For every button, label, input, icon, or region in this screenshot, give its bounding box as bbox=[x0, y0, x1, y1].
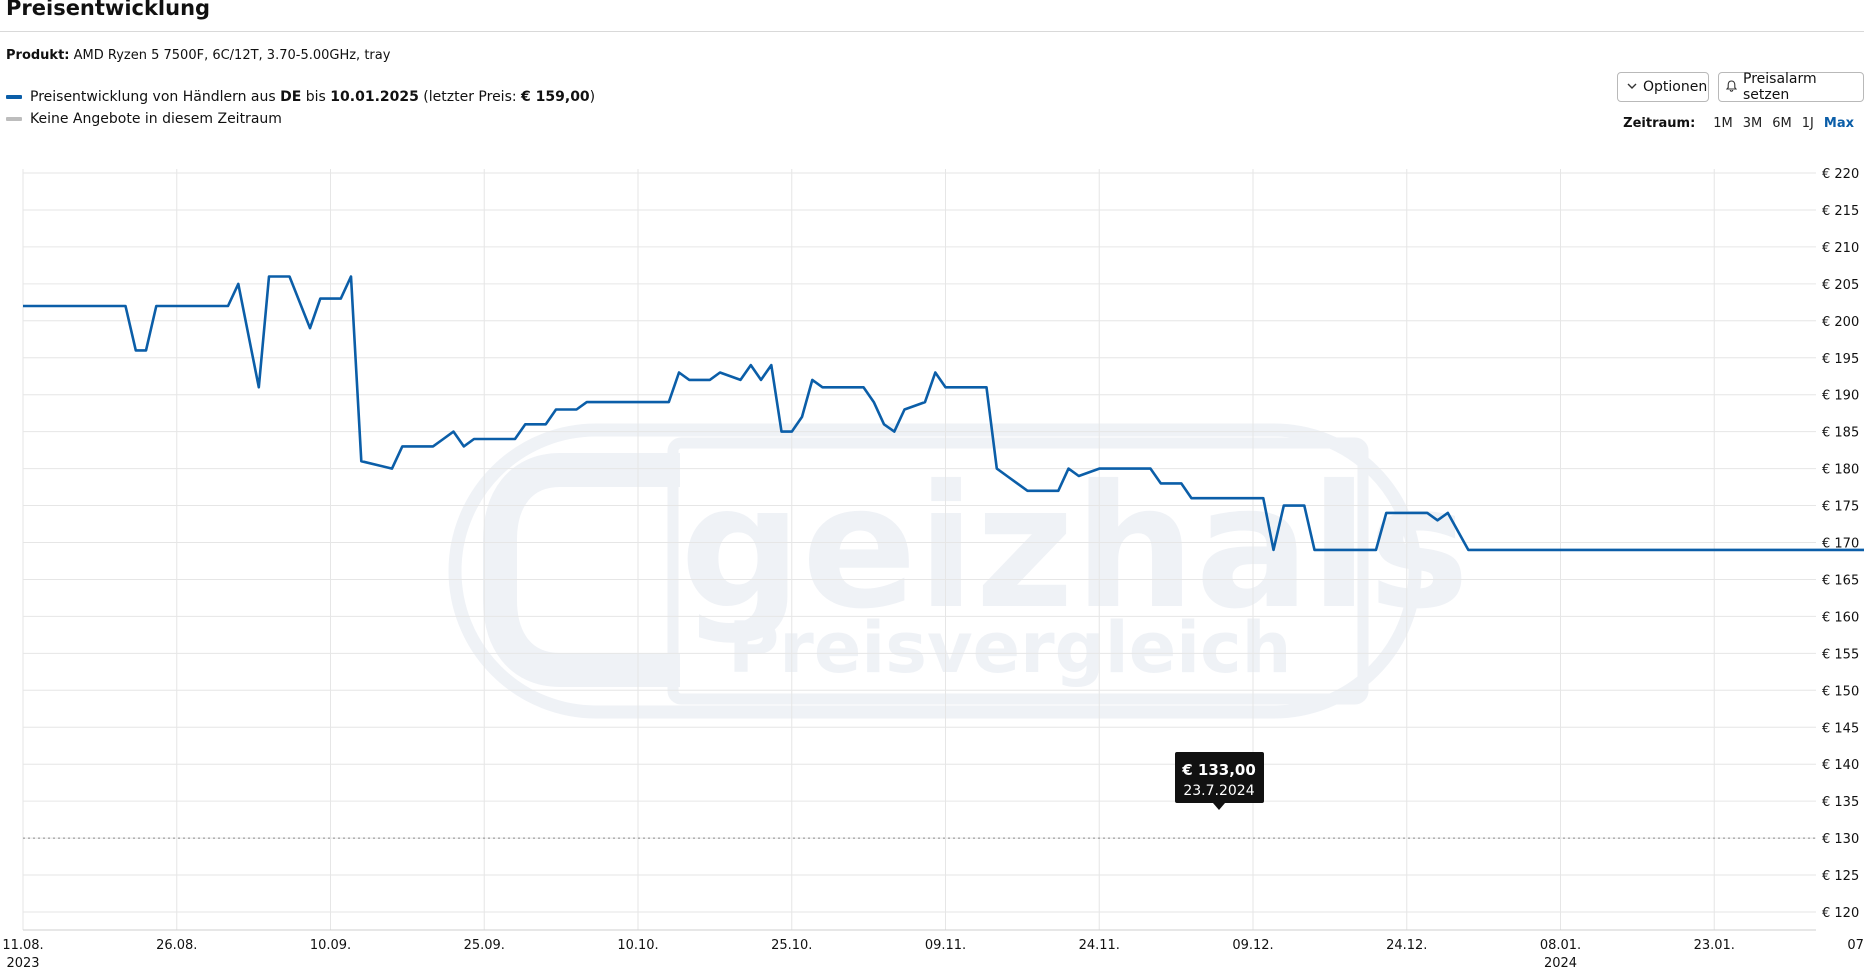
y-tick-label: € 130 bbox=[1822, 832, 1859, 847]
y-tick-label: € 135 bbox=[1822, 795, 1859, 810]
x-year-label: 2023 bbox=[6, 956, 39, 971]
watermark-brand: geizhals bbox=[680, 449, 1469, 647]
y-tick-label: € 120 bbox=[1822, 906, 1859, 921]
x-axis: 11.08. 26.08. 10.09. 25.09. 10.10. 25.10. 09.1… bbox=[2, 938, 1864, 971]
product-label: Produkt: bbox=[6, 48, 70, 63]
y-tick-label: € 205 bbox=[1822, 278, 1859, 293]
x-tick-label: 26.08. bbox=[156, 938, 197, 953]
y-tick-label: € 210 bbox=[1822, 241, 1859, 256]
price-tooltip: € 133,00 23.7.2024 bbox=[1175, 752, 1264, 810]
time-range-label: Zeitraum: bbox=[1623, 116, 1696, 131]
y-tick-label: € 185 bbox=[1822, 426, 1859, 441]
y-tick-label: € 175 bbox=[1822, 500, 1859, 515]
y-tick-label: € 200 bbox=[1822, 315, 1859, 330]
y-tick-label: € 180 bbox=[1822, 463, 1859, 478]
y-axis: € 220 € 215 € 210 € 205 € 200 € 195 € 190 € 185… bbox=[1822, 167, 1859, 921]
price-series-line bbox=[23, 275, 1864, 552]
time-range-option-6m[interactable]: 6M bbox=[1772, 116, 1792, 131]
x-tick-label: 10.10. bbox=[617, 938, 658, 953]
legend-item-price: Preisentwicklung von Händlern aus DE bis… bbox=[6, 86, 595, 108]
tooltip-date: 23.7.2024 bbox=[1183, 783, 1254, 799]
y-tick-label: € 140 bbox=[1822, 758, 1859, 773]
y-tick-label: € 165 bbox=[1822, 573, 1859, 588]
watermark-tagline: Preisvergleich bbox=[728, 607, 1292, 689]
price-alarm-button[interactable]: Preisalarm setzen bbox=[1718, 71, 1864, 103]
y-tick-label: € 195 bbox=[1822, 352, 1859, 367]
x-tick-label: 23.01. bbox=[1694, 938, 1735, 953]
tooltip-pointer bbox=[1213, 803, 1225, 810]
x-year-label: 2024 bbox=[1544, 956, 1577, 971]
y-tick-label: € 215 bbox=[1822, 204, 1859, 219]
options-button[interactable]: Optionen bbox=[1617, 72, 1709, 102]
tooltip-box bbox=[1175, 752, 1264, 803]
y-tick-label: € 145 bbox=[1822, 721, 1859, 736]
legend-price-text: Preisentwicklung von Händlern aus DE bis… bbox=[30, 89, 596, 105]
page-title: Preisentwicklung bbox=[6, 0, 211, 20]
time-range-selector: Zeitraum: 1M 3M 6M 1J Max bbox=[1623, 116, 1854, 131]
product-line: Produkt: AMD Ryzen 5 7500F, 6C/12T, 3.70… bbox=[6, 48, 390, 63]
time-range-option-1m[interactable]: 1M bbox=[1713, 116, 1733, 131]
time-range-option-max[interactable]: Max bbox=[1823, 116, 1854, 131]
x-tick-label: 24.11. bbox=[1079, 938, 1120, 953]
time-range-option-1j[interactable]: 1J bbox=[1801, 116, 1814, 131]
x-tick-label: 09.11. bbox=[925, 938, 966, 953]
chevron-down-icon bbox=[1627, 80, 1637, 94]
options-label: Optionen bbox=[1643, 79, 1708, 95]
x-tick-label: 25.10. bbox=[771, 938, 812, 953]
chart-grid bbox=[22, 169, 1816, 931]
time-range-options: 1M 3M 6M 1J Max bbox=[1703, 116, 1854, 131]
legend-no-offers-text: Keine Angebote in diesem Zeitraum bbox=[30, 111, 282, 127]
bell-icon bbox=[1725, 79, 1738, 95]
x-tick-label: 24.12. bbox=[1386, 938, 1427, 953]
price-alarm-label: Preisalarm setzen bbox=[1743, 71, 1817, 103]
title-divider bbox=[0, 31, 1864, 32]
y-tick-label: € 190 bbox=[1822, 389, 1859, 404]
series-layer bbox=[23, 275, 1864, 552]
y-tick-label: € 220 bbox=[1822, 167, 1859, 182]
y-tick-label: € 170 bbox=[1822, 537, 1859, 552]
x-tick-label: 08.01. bbox=[1540, 938, 1581, 953]
chart-legend: Preisentwicklung von Händlern aus DE bis… bbox=[6, 86, 595, 130]
product-name: AMD Ryzen 5 7500F, 6C/12T, 3.70-5.00GHz,… bbox=[73, 48, 391, 63]
legend-swatch-blue bbox=[6, 95, 22, 99]
watermark-logo: geizhals Preisvergleich bbox=[448, 423, 1469, 719]
legend-swatch-grey bbox=[6, 117, 22, 121]
y-tick-label: € 150 bbox=[1822, 684, 1859, 699]
x-tick-label: 09.12. bbox=[1232, 938, 1273, 953]
time-range-option-3m[interactable]: 3M bbox=[1742, 116, 1763, 131]
x-tick-label: 07.02. bbox=[1847, 938, 1864, 953]
legend-item-no-offers: Keine Angebote in diesem Zeitraum bbox=[6, 108, 595, 130]
reference-lines bbox=[23, 837, 1816, 839]
y-tick-label: € 125 bbox=[1822, 869, 1859, 884]
x-tick-label: 10.09. bbox=[310, 938, 351, 953]
tooltip-price: € 133,00 bbox=[1181, 761, 1256, 779]
y-tick-label: € 160 bbox=[1822, 610, 1859, 625]
y-tick-label: € 155 bbox=[1822, 647, 1859, 662]
x-tick-label: 11.08. bbox=[2, 938, 43, 953]
x-tick-label: 25.09. bbox=[464, 938, 505, 953]
